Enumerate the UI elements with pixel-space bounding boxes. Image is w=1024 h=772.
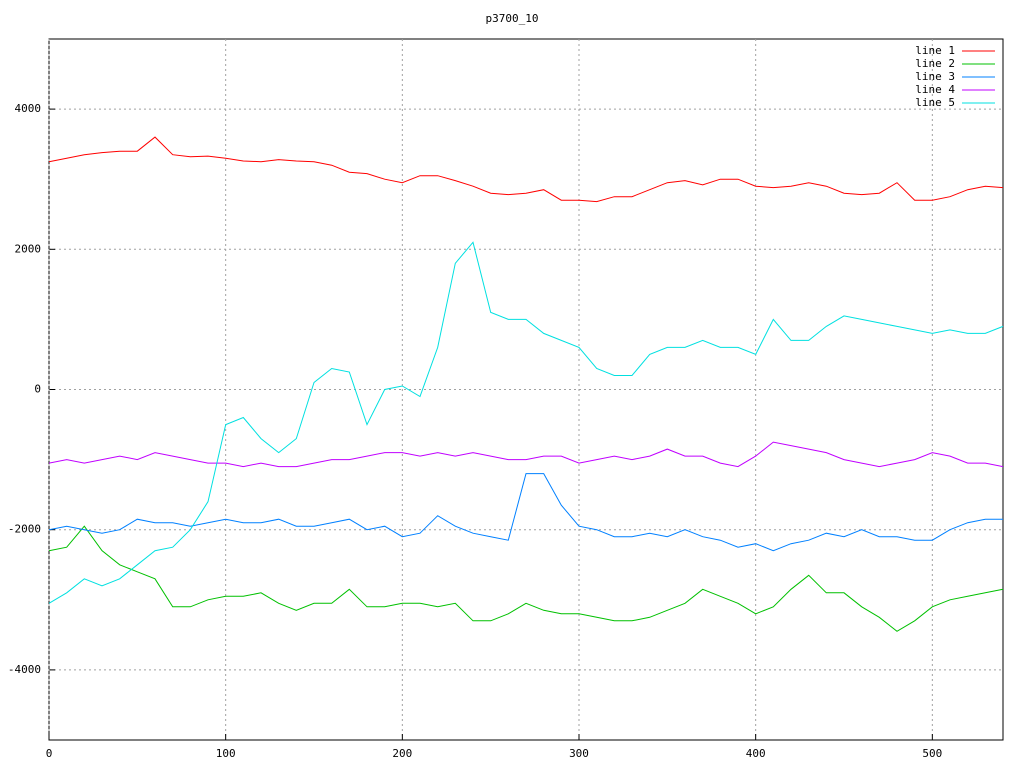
x-tick-label: 400: [746, 747, 766, 760]
x-tick-label: 200: [392, 747, 412, 760]
y-tick-label: 2000: [15, 242, 42, 255]
legend-label: line 1: [915, 44, 955, 57]
y-tick-label: 4000: [15, 102, 42, 115]
chart-title: p3700_10: [486, 12, 539, 25]
legend-label: line 2: [915, 57, 955, 70]
y-tick-label: -2000: [8, 523, 41, 536]
legend-label: line 5: [915, 96, 955, 109]
x-tick-label: 100: [216, 747, 236, 760]
data-line: [48, 441, 1004, 468]
y-tick-label: -4000: [8, 663, 41, 676]
data-line: [48, 525, 1004, 632]
legend-label: line 4: [915, 83, 955, 96]
y-tick-label: 0: [34, 383, 41, 396]
x-tick-label: 500: [922, 747, 942, 760]
legend-label: line 3: [915, 70, 955, 83]
x-tick-label: 300: [569, 747, 589, 760]
data-line: [48, 136, 1004, 203]
x-tick-label: 0: [46, 747, 53, 760]
data-line: [48, 473, 1003, 552]
data-line: [48, 241, 1004, 604]
